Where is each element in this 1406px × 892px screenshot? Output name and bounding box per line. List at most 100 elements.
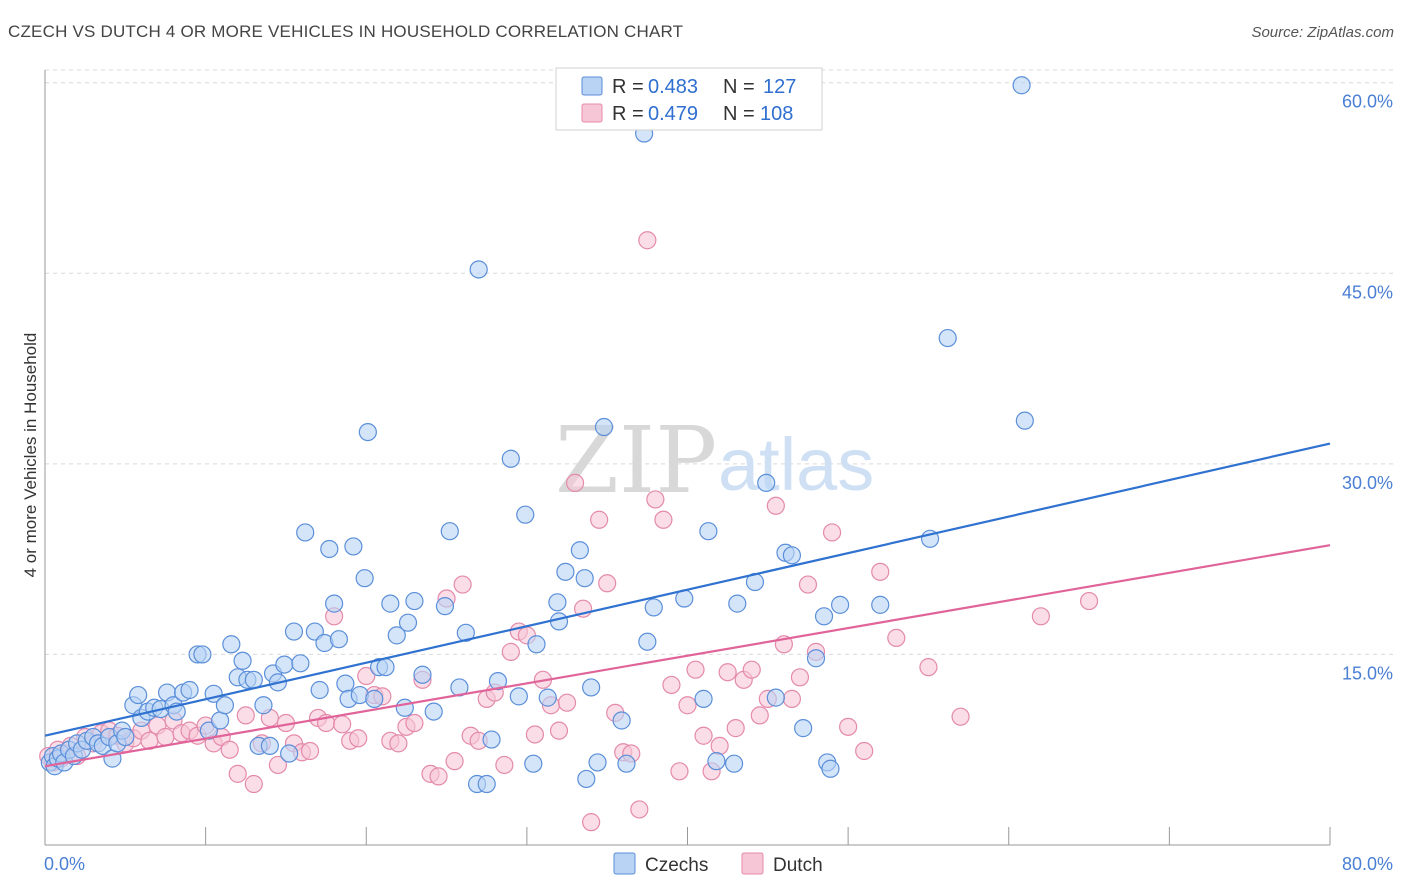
czechs-point-56 (329, 630, 349, 649)
czechs-point-83 (509, 687, 528, 706)
czechs-point-89 (549, 612, 569, 631)
dutch-trend-line (44, 544, 1331, 768)
czechs-point-35 (215, 696, 234, 715)
dutch-point-41 (349, 729, 368, 748)
bottom-legend-dutch-label: Dutch (773, 855, 823, 876)
dutch-point-83 (686, 660, 705, 679)
czechs-point-62 (358, 422, 377, 442)
czechs-point-101 (644, 598, 663, 617)
watermark-zip: ZIP (555, 407, 717, 514)
dutch-point-66 (549, 721, 569, 740)
source-credit: Source: ZipAtlas.com (1251, 24, 1394, 41)
czechs-point-72 (424, 702, 443, 721)
dutch-point-60 (501, 642, 520, 661)
czechs-point-43 (260, 736, 279, 756)
dutch-point-104 (919, 658, 938, 677)
czechs-point-69 (398, 613, 418, 632)
dutch-point-86 (710, 736, 729, 756)
czechs-point-121 (938, 328, 957, 348)
dutch-point-100 (839, 717, 858, 736)
czechs-point-93 (577, 769, 596, 789)
dutch-point-72 (598, 574, 617, 593)
czechs-point-107 (728, 594, 747, 613)
czechs-point-81 (488, 672, 508, 691)
dutch-point-46 (389, 734, 408, 753)
gridlines (45, 69, 1393, 655)
czechs-point-61 (355, 569, 374, 588)
czechs-points (40, 76, 1034, 794)
czechs-point-55 (325, 594, 344, 613)
dutch-point-28 (244, 774, 263, 794)
czechs-point-79 (477, 774, 496, 794)
dutch-point-42 (357, 666, 376, 686)
dutch-point-31 (268, 755, 288, 775)
czechs-point-96 (594, 417, 614, 437)
czechs-point-84 (516, 505, 535, 524)
czechs-point-36 (222, 635, 241, 654)
czechs-point-20 (129, 685, 148, 705)
czechs-point-119 (871, 595, 890, 614)
dutch-point-51 (429, 767, 448, 786)
dutch-point-71 (590, 510, 609, 529)
legend-box: R = 0.483 N = 127 R = 0.479 N = 108 (555, 67, 823, 131)
czechs-point-63 (365, 689, 384, 708)
dutch-point-88 (726, 719, 745, 738)
czechs-point-115 (814, 607, 834, 626)
czechs-point-95 (588, 753, 607, 772)
dutch-point-107 (1079, 591, 1099, 611)
legend-czechs-n-value: 127 (763, 76, 796, 98)
y-axis-label: 4 or more Vehicles in Household (21, 333, 40, 578)
dutch-point-106 (1031, 607, 1050, 626)
legend-dutch-n-label: N = (723, 103, 755, 125)
dutch-point-67 (557, 693, 577, 712)
legend-czechs-swatch (581, 76, 603, 96)
dutch-point-53 (445, 752, 464, 771)
dutch-point-48 (405, 713, 424, 733)
czechs-point-104 (699, 522, 718, 541)
czechs-point-49 (291, 654, 310, 673)
y-tick-label-15: 15.0% (1342, 663, 1393, 683)
bottom-legend-dutch-swatch (741, 852, 764, 875)
czechs-point-47 (280, 744, 299, 763)
x-tick-label-max: 80.0% (1342, 854, 1393, 874)
czechs-point-113 (794, 719, 813, 738)
y-tick-label-45: 45.0% (1342, 282, 1393, 302)
legend-czechs-n-label: N = (723, 76, 755, 98)
dutch-point-96 (790, 668, 810, 687)
czechs-point-106 (724, 754, 744, 773)
czechs-point-110 (766, 688, 785, 707)
dutch-point-105 (951, 707, 970, 726)
legend-czechs-r-label: R = (612, 76, 644, 98)
czechs-point-76 (456, 623, 475, 642)
x-tick-label-min: 0.0% (44, 854, 85, 874)
dutch-point-63 (525, 725, 545, 744)
dutch-point-97 (798, 575, 818, 594)
y-tick-label-30: 30.0% (1342, 473, 1393, 493)
y-tick-label-60: 60.0% (1342, 92, 1393, 112)
dutch-point-90 (742, 660, 761, 679)
czechs-point-97 (612, 711, 631, 730)
czechs-point-65 (376, 658, 395, 677)
czechs-point-80 (482, 730, 501, 749)
czechs-point-90 (556, 562, 575, 581)
dutch-point-26 (228, 764, 247, 783)
legend-dutch-r-label: R = (612, 103, 644, 125)
dutch-point-70 (582, 813, 601, 832)
dutch-point-91 (750, 706, 769, 725)
bottom-legend: Czechs Dutch (613, 852, 823, 876)
x-axis-ticks (44, 827, 1331, 845)
dutch-point-101 (855, 741, 874, 761)
dutch-point-82 (678, 696, 697, 715)
trend-lines (44, 442, 1331, 768)
legend-dutch-swatch (581, 103, 603, 123)
czechs-point-122 (1012, 76, 1031, 95)
dutch-point-99 (822, 523, 842, 542)
bottom-legend-czechs-label: Czechs (645, 855, 708, 876)
dutch-point-68 (565, 473, 585, 493)
czechs-point-29 (180, 680, 199, 700)
czechs-point-86 (527, 635, 546, 654)
czechs-point-48 (284, 622, 304, 641)
czechs-point-105 (707, 752, 726, 771)
czechs-point-78 (469, 260, 488, 279)
